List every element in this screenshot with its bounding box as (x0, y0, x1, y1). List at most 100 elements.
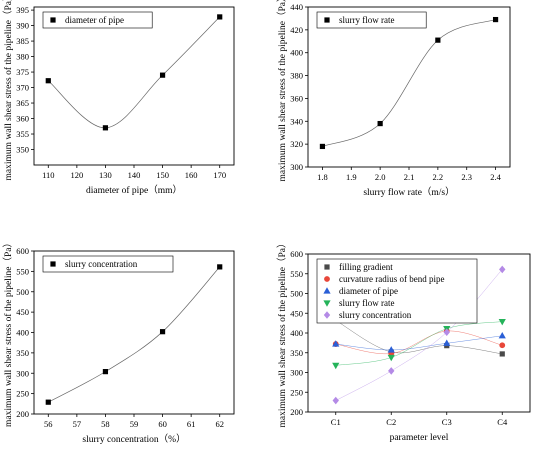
legend-box (316, 258, 478, 324)
data-point (159, 329, 166, 335)
y-axis-title: maximum wall shear stress of the pipelin… (2, 0, 14, 180)
y-tick-label: 500 (16, 287, 29, 297)
legend: slurry concentration (42, 255, 174, 273)
legend-box (42, 11, 153, 29)
data-point (159, 72, 166, 78)
series-line (335, 335, 503, 351)
y-axis-title: maximum wall shear stress of the pipelin… (2, 238, 14, 427)
x-axis-title: slurry flow rate（m/s） (363, 186, 454, 198)
legend-label: diameter of pipe (339, 286, 398, 296)
series (45, 14, 223, 131)
x-tick-label: 140 (128, 170, 141, 180)
series (45, 264, 223, 405)
y-axis-title: maximum wall shear stress of the pipelin… (276, 0, 288, 181)
y-tick-label: 375 (16, 67, 29, 77)
series (319, 16, 499, 150)
data-point (319, 143, 326, 150)
series (332, 265, 506, 405)
y-tick-label: 400 (290, 48, 303, 58)
x-tick-label: 2.2 (433, 172, 444, 182)
x-tick-label: C2 (386, 417, 396, 427)
y-tick-label: 370 (16, 83, 29, 93)
chart-2: 1.8 1.9 2.0 2.1 2.2 2.3 2.4 300 320 340 360 380 400 4… (276, 0, 511, 198)
chart-3: 56 57 58 59 60 61 62 200 250 300 350 400 450 500 550 60… (2, 238, 235, 445)
data-point (498, 318, 506, 326)
x-tick-label: 110 (42, 170, 54, 180)
y-tick-label: 360 (16, 114, 29, 124)
y-tick-label: 390 (16, 21, 29, 31)
y-tick-label: 420 (290, 25, 303, 35)
y-tick-label: 300 (16, 368, 29, 378)
x-tick-label: 59 (130, 419, 139, 429)
y-tick-label: 200 (16, 409, 29, 419)
plot-frame (307, 6, 511, 168)
plot-frame (33, 250, 235, 415)
data-point (217, 14, 223, 20)
series (332, 328, 506, 357)
x-tick-label: C1 (331, 417, 341, 427)
data-point (492, 16, 499, 23)
y-tick-label: 365 (16, 98, 29, 108)
data-point (45, 399, 51, 405)
y-tick-label: 360 (290, 93, 303, 103)
x-tick-label: 2.3 (461, 172, 472, 182)
x-tick-label: 130 (99, 170, 112, 180)
y-tick-label: 200 (290, 407, 303, 417)
data-point (217, 264, 223, 270)
data-point (435, 37, 441, 43)
series (332, 331, 506, 353)
chart-4: C1 C2 C3 C4 200 250 300 350 400 450 500 550 600 param… (276, 239, 531, 443)
x-tick-label: 1.8 (317, 172, 328, 182)
y-tick-label: 500 (290, 289, 303, 299)
x-tick-label: 58 (101, 419, 110, 429)
legend-marker (50, 17, 56, 23)
legend-marker (50, 261, 56, 267)
x-tick-label: 61 (187, 419, 196, 429)
legend-label: slurry flow rate (339, 298, 394, 308)
x-tick-label: 1.9 (346, 172, 357, 182)
legend-marker (324, 17, 330, 23)
x-axis-title: parameter level (390, 433, 449, 443)
legend-marker (324, 276, 330, 282)
data-point (387, 346, 395, 353)
legend-label: slurry flow rate (339, 15, 394, 25)
data-point (499, 265, 506, 274)
y-tick-label: 400 (16, 328, 29, 338)
legend: filling gradient curvature radius of bend… (316, 258, 478, 324)
y-tick-label: 350 (16, 145, 29, 155)
series-line (335, 330, 503, 355)
x-tick-label: 62 (215, 419, 224, 429)
data-point (443, 339, 451, 346)
data-point (332, 340, 340, 347)
plot-frame (33, 6, 235, 166)
legend-label: slurry concentration (339, 310, 412, 320)
x-axis-title: diameter of pipe（mm） (86, 184, 182, 196)
legend-box (316, 11, 427, 29)
data-point (387, 354, 395, 362)
y-tick-label: 355 (16, 129, 29, 139)
y-tick-label: 400 (290, 328, 303, 338)
y-tick-label: 550 (290, 269, 303, 279)
x-tick-label: 57 (73, 419, 82, 429)
x-tick-label: 60 (158, 419, 167, 429)
legend: slurry flow rate (316, 11, 427, 29)
legend-box (42, 255, 174, 273)
y-tick-label: 340 (290, 116, 303, 126)
series-line (335, 320, 503, 355)
y-tick-label: 380 (16, 52, 29, 62)
x-tick-label: C3 (442, 417, 452, 427)
series-line (335, 269, 503, 401)
data-point (499, 342, 506, 349)
data-point (499, 351, 505, 357)
data-point (102, 125, 109, 131)
y-tick-label: 450 (16, 307, 29, 317)
y-tick-label: 395 (16, 5, 29, 15)
y-tick-label: 250 (290, 387, 303, 397)
y-axis-title: maximum wall shear stress of the pipelin… (276, 239, 288, 428)
legend: diameter of pipe (42, 11, 153, 29)
series-line (335, 321, 503, 366)
legend-marker (324, 264, 330, 270)
x-axis-title: slurry concentration（%） (82, 433, 185, 445)
data-point (332, 396, 339, 405)
